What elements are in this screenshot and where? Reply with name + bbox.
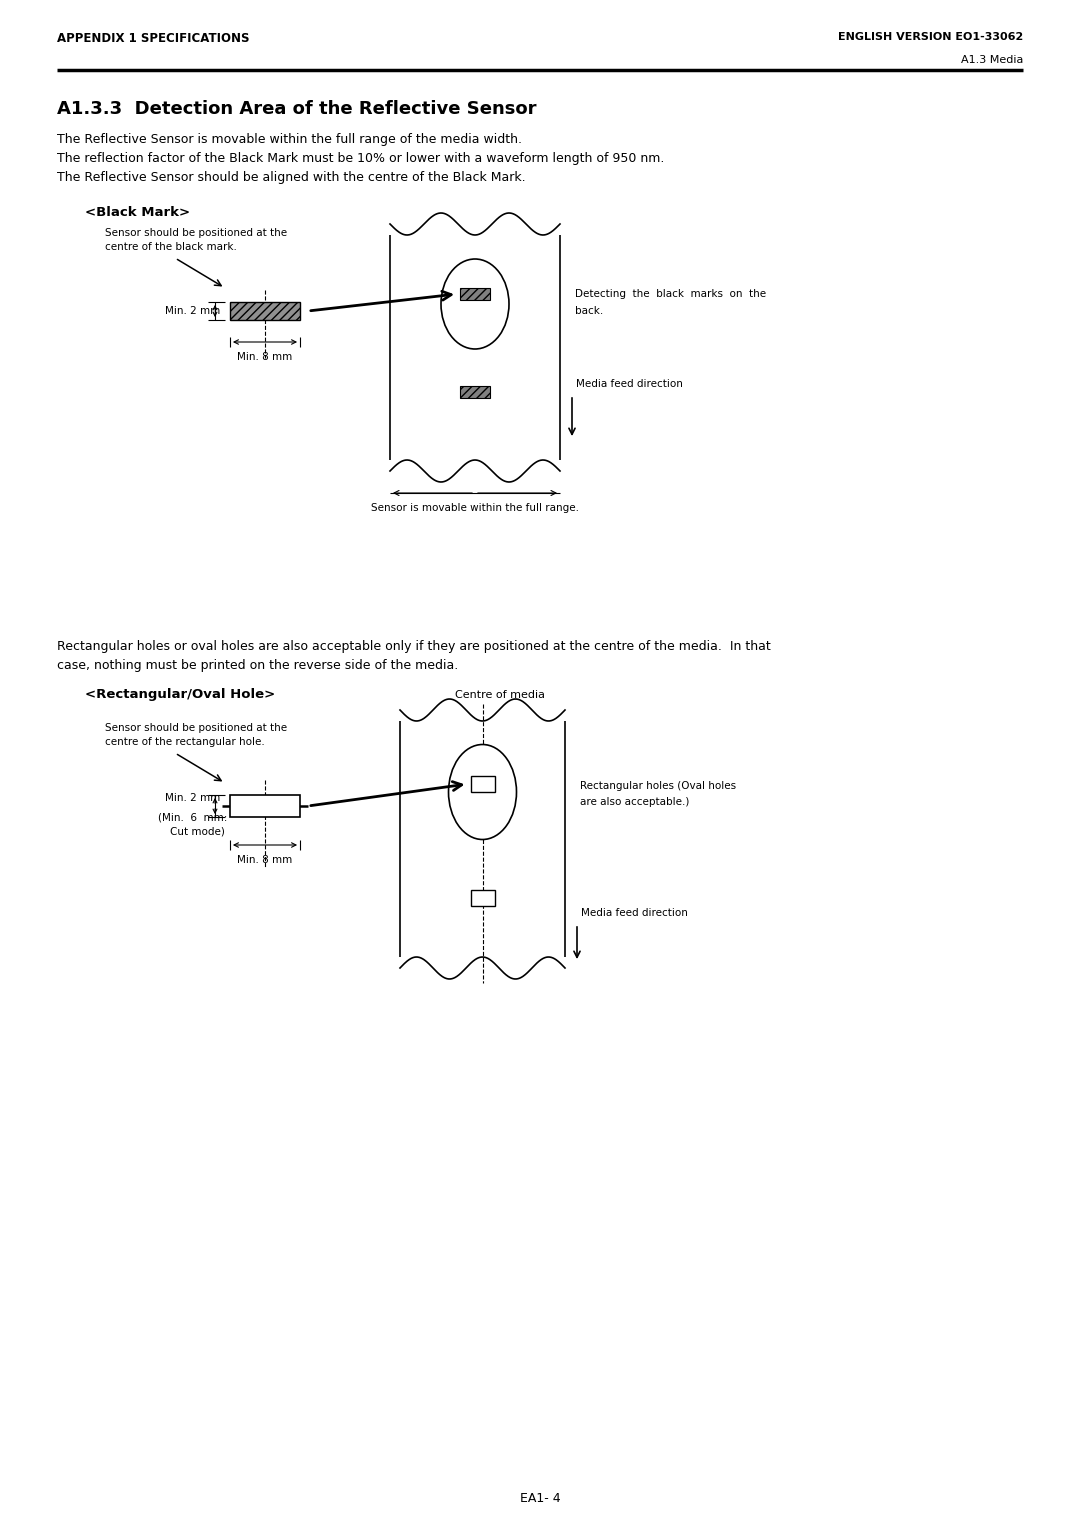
Text: are also acceptable.): are also acceptable.) — [580, 798, 689, 807]
Text: Rectangular holes (Oval holes: Rectangular holes (Oval holes — [580, 781, 737, 792]
Text: case, nothing must be printed on the reverse side of the media.: case, nothing must be printed on the rev… — [57, 659, 458, 672]
Text: A1.3.3  Detection Area of the Reflective Sensor: A1.3.3 Detection Area of the Reflective … — [57, 99, 537, 118]
Text: Min. 2 mm: Min. 2 mm — [165, 306, 220, 316]
Bar — [230, 303, 300, 319]
Text: centre of the rectangular hole.: centre of the rectangular hole. — [105, 736, 265, 747]
Bar — [460, 387, 490, 397]
Text: Centre of media: Centre of media — [455, 691, 545, 700]
Text: The Reflective Sensor should be aligned with the centre of the Black Mark.: The Reflective Sensor should be aligned … — [57, 171, 526, 183]
Ellipse shape — [448, 744, 516, 839]
Text: Detecting  the  black  marks  on  the: Detecting the black marks on the — [575, 289, 766, 299]
Text: Media feed direction: Media feed direction — [576, 379, 683, 390]
Text: ENGLISH VERSION EO1-33062: ENGLISH VERSION EO1-33062 — [838, 32, 1023, 41]
Text: <Rectangular/Oval Hole>: <Rectangular/Oval Hole> — [85, 688, 275, 701]
Text: Sensor is movable within the full range.: Sensor is movable within the full range. — [372, 503, 579, 513]
Text: Sensor should be positioned at the: Sensor should be positioned at the — [105, 228, 287, 238]
Text: Rectangular holes or oval holes are also acceptable only if they are positioned : Rectangular holes or oval holes are also… — [57, 640, 771, 652]
Bar — [230, 795, 300, 817]
Bar — [460, 287, 490, 299]
Text: <Black Mark>: <Black Mark> — [85, 206, 190, 219]
Text: The reflection factor of the Black Mark must be 10% or lower with a waveform len: The reflection factor of the Black Mark … — [57, 151, 664, 165]
Bar — [471, 776, 495, 792]
Bar — [471, 889, 495, 906]
Text: back.: back. — [575, 306, 604, 316]
Text: APPENDIX 1 SPECIFICATIONS: APPENDIX 1 SPECIFICATIONS — [57, 32, 249, 44]
Text: Min. 8 mm: Min. 8 mm — [238, 351, 293, 362]
Text: Sensor should be positioned at the: Sensor should be positioned at the — [105, 723, 287, 733]
Text: Min. 2 mm: Min. 2 mm — [165, 793, 220, 804]
Text: A1.3 Media: A1.3 Media — [960, 55, 1023, 66]
Text: Min. 8 mm: Min. 8 mm — [238, 856, 293, 865]
Text: Media feed direction: Media feed direction — [581, 908, 688, 918]
Text: Cut mode): Cut mode) — [170, 827, 225, 836]
Text: EA1- 4: EA1- 4 — [519, 1491, 561, 1505]
Text: The Reflective Sensor is movable within the full range of the media width.: The Reflective Sensor is movable within … — [57, 133, 522, 147]
Text: centre of the black mark.: centre of the black mark. — [105, 241, 237, 252]
Ellipse shape — [441, 260, 509, 348]
Text: (Min.  6  mm:: (Min. 6 mm: — [158, 811, 228, 822]
